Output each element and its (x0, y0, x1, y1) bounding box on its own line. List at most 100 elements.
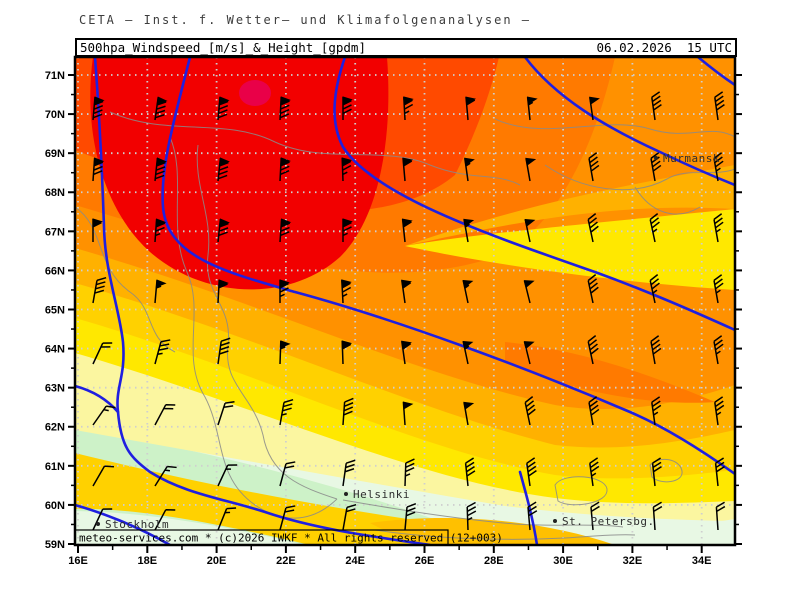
wind-barb (713, 152, 724, 182)
city-marker-dot (96, 522, 100, 526)
wind-barb-staff (715, 501, 726, 531)
coastline-gulf-of-finland-north (342, 499, 624, 528)
wind-barb (279, 279, 290, 303)
lon-tick-label: 16E (68, 555, 88, 567)
wind-barb-pennant (218, 279, 229, 288)
wind-barb (527, 501, 538, 531)
wind-barb (341, 157, 353, 182)
wind-barb-pennant (524, 218, 536, 228)
lon-tick-label: 32E (623, 555, 643, 567)
lat-tick-label: 59N (45, 539, 65, 551)
coastline-kola-north (494, 118, 735, 138)
wind-barb-staff (279, 96, 290, 121)
wind-barb-staff (279, 219, 291, 243)
wind-barb (154, 157, 167, 182)
wind-barb (401, 279, 412, 304)
height-contour-2 (161, 57, 735, 476)
wind-barb-staff (217, 337, 231, 365)
wind-barb (401, 340, 412, 365)
wind-barb (217, 279, 229, 304)
windspeed-band-gold-sw (75, 453, 620, 545)
city-labels: Murmansk Stockholm Helsinki St. Petersbg. (96, 152, 719, 531)
wind-barb-staff (588, 396, 600, 426)
axis-ticks (68, 74, 742, 553)
wind-barb-staff (279, 398, 294, 426)
wind-barb (92, 96, 105, 121)
lat-tick-label: 63N (45, 383, 65, 395)
wind-barb (342, 96, 353, 120)
wind-barb-pennant (402, 218, 413, 227)
wind-barb (713, 335, 724, 365)
wind-barb-staff (92, 158, 104, 182)
lat-tick-label: 62N (45, 422, 65, 434)
wind-barb-staff (154, 508, 176, 531)
wind-barb (714, 91, 725, 121)
wind-barb-pennant (280, 157, 291, 166)
wind-barb (462, 279, 474, 304)
wind-barb-staff (589, 457, 600, 487)
wind-barb-pennant (403, 96, 414, 105)
wind-barb-pennant (93, 96, 105, 105)
wind-barb (524, 396, 536, 426)
lon-tick-label: 20E (207, 555, 227, 567)
coastline-white-sea (544, 164, 735, 191)
wind-barb-pennant (464, 157, 475, 166)
wind-barb (525, 157, 537, 182)
lat-tick-label: 67N (45, 226, 65, 238)
axis-tick-labels: 71N70N69N68N67N66N65N64N63N62N61N60N59N1… (45, 70, 712, 567)
wind-barb (463, 218, 475, 243)
wind-barb (154, 279, 167, 304)
wind-barb (714, 457, 725, 487)
wind-barb (217, 157, 230, 182)
wind-barb-staff (92, 342, 113, 365)
wind-barb-pennant (527, 96, 538, 105)
wind-barb (587, 213, 599, 243)
wind-barb-pennant (462, 340, 474, 350)
wind-barb-pennant (342, 218, 353, 227)
wind-barb-staff (217, 507, 237, 531)
lat-tick-label: 69N (45, 148, 65, 160)
lat-tick-label: 65N (45, 304, 65, 316)
wind-barb-staff (590, 501, 600, 531)
height-contour-4 (523, 57, 735, 187)
wind-barb-staff (652, 501, 663, 531)
wind-barb-pennant (219, 157, 230, 166)
wind-barb-staff (279, 461, 296, 487)
wind-barb-pennant (156, 96, 168, 105)
wind-barb (154, 465, 177, 487)
wind-barb (341, 340, 353, 365)
wind-barb (523, 341, 535, 365)
wind-barb-staff (279, 505, 296, 531)
wind-barb-pennant (465, 96, 477, 105)
wind-barb-staff (341, 279, 352, 304)
wind-barb-staff (279, 280, 289, 303)
coastline-arctic (109, 111, 521, 186)
wind-barb-staff (649, 274, 660, 304)
copyright-strip: meteo-services.com * (c)2026 IWKF * All … (75, 529, 503, 545)
wind-barb-staff (649, 213, 660, 243)
wind-barb-staff (341, 157, 352, 182)
wind-barb-pennant (218, 96, 230, 105)
wind-barb-pennant (280, 96, 291, 105)
wind-barb (342, 459, 356, 487)
wind-barb-pennant (523, 280, 535, 289)
wind-barb (279, 218, 292, 243)
wind-barb (402, 401, 414, 426)
wind-barb (402, 157, 414, 182)
wind-barb-staff (587, 274, 599, 304)
coastline-gulf-of-finland-south (374, 529, 636, 540)
wind-barb (404, 502, 417, 531)
wind-barb (217, 96, 230, 121)
wind-barb-staff (342, 397, 354, 426)
wind-barb-staff (92, 405, 116, 426)
wind-barb (651, 91, 662, 121)
wind-barb (217, 507, 237, 531)
wind-barb-staff (713, 335, 724, 365)
lake-onega (649, 458, 683, 483)
wind-barb-pennant (525, 157, 537, 166)
wind-barb-pennant (341, 340, 353, 349)
wind-barb-staff (92, 97, 104, 121)
windspeed-band-red-core (90, 57, 389, 290)
wind-barb-staff (154, 339, 171, 365)
